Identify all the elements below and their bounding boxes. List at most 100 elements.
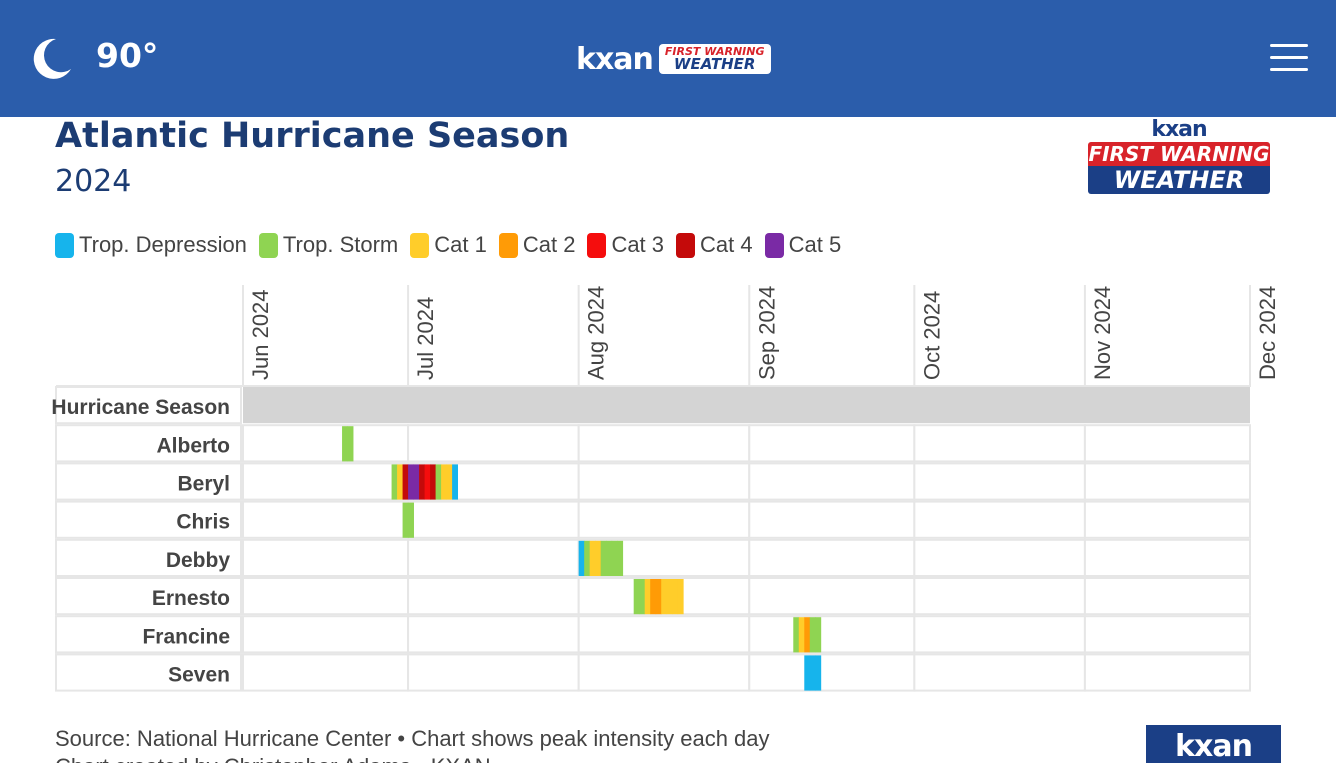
storm-day-segment xyxy=(655,579,662,615)
legend-item: Cat 4 xyxy=(676,232,753,258)
storm-day-segment xyxy=(391,464,398,500)
brand-line-1: FIRST WARNING xyxy=(664,45,765,58)
chart-legend: Trop. Depression Trop. Storm Cat 1 Cat 2 Cat… xyxy=(55,228,853,262)
storm-day-segment xyxy=(578,540,585,576)
logo-line-1: FIRST WARNING xyxy=(1088,142,1270,166)
month-cell xyxy=(242,424,410,463)
footer-logo[interactable]: kxan xyxy=(1146,725,1281,763)
row-label-cell xyxy=(55,386,242,425)
month-cell xyxy=(748,615,916,654)
month-cell xyxy=(1083,500,1252,539)
month-cell xyxy=(242,538,410,577)
month-cell xyxy=(242,500,410,539)
storm-day-segment xyxy=(650,579,657,615)
legend-item: Cat 3 xyxy=(587,232,664,258)
month-cell xyxy=(407,653,580,692)
brand-logo[interactable]: kxan FIRST WARNING WEATHER xyxy=(576,38,771,80)
storm-name-label: Ernesto xyxy=(152,587,230,610)
storm-day-segment xyxy=(672,579,679,615)
month-cell xyxy=(577,615,751,654)
month-cell xyxy=(407,538,580,577)
storm-day-segment xyxy=(452,464,459,500)
storm-day-segment xyxy=(589,540,596,576)
month-cell xyxy=(1083,538,1252,577)
storm-day-segment xyxy=(633,579,640,615)
legend-label: Cat 4 xyxy=(700,232,753,257)
storm-day-segment xyxy=(600,540,607,576)
month-cell xyxy=(1083,424,1252,463)
storm-day-segment xyxy=(408,464,414,500)
storm-day-segment xyxy=(446,464,453,500)
first-warning-weather-logo: kxan FIRST WARNING WEATHER xyxy=(1088,118,1270,196)
month-cell xyxy=(913,462,1086,501)
month-cell xyxy=(748,653,916,692)
month-cell xyxy=(913,500,1086,539)
current-temperature[interactable]: 90° xyxy=(96,36,159,75)
month-cell xyxy=(913,615,1086,654)
row-label-cell xyxy=(55,500,242,539)
legend-label: Trop. Depression xyxy=(79,232,247,257)
legend-item: Trop. Storm xyxy=(258,232,399,258)
storm-day-segment xyxy=(342,426,348,462)
month-cell xyxy=(407,615,580,654)
storm-name-label: Francine xyxy=(142,625,230,648)
month-cell xyxy=(577,653,751,692)
storm-name-label: Chris xyxy=(176,511,230,534)
legend-swatch xyxy=(410,232,430,258)
brand-name: kxan xyxy=(576,41,654,77)
storm-day-segment xyxy=(611,540,618,576)
month-cell xyxy=(748,538,916,577)
moon-icon xyxy=(33,38,71,79)
legend-item: Cat 2 xyxy=(498,232,576,258)
storm-day-segment xyxy=(430,464,436,500)
chart-subtitle: 2024 xyxy=(55,164,132,199)
month-cell xyxy=(748,462,916,501)
month-cell xyxy=(913,538,1086,577)
month-cell xyxy=(1083,653,1252,692)
x-tick-label: Jun 2024 xyxy=(248,289,273,380)
row-label-cell xyxy=(55,615,242,654)
storm-day-segment xyxy=(584,540,591,576)
storm-day-segment xyxy=(677,579,684,615)
x-tick-label: Oct 2024 xyxy=(919,291,944,380)
credit-note: Chart created by Christopher Adams • KXA… xyxy=(55,754,491,763)
month-cell xyxy=(407,500,580,539)
storm-name-label: Seven xyxy=(168,664,230,687)
brand-badge: FIRST WARNING WEATHER xyxy=(658,44,771,74)
legend-label: Cat 2 xyxy=(522,232,576,257)
brand-line-2: WEATHER xyxy=(673,55,756,73)
legend-label: Cat 3 xyxy=(611,232,665,257)
month-cell xyxy=(1083,462,1252,501)
row-label-cell xyxy=(55,577,242,616)
hamburger-menu-icon[interactable] xyxy=(1270,44,1312,74)
storm-day-segment xyxy=(644,579,651,615)
source-note: Source: National Hurricane Center • Char… xyxy=(55,726,770,751)
legend-swatch xyxy=(676,232,696,258)
storm-name-label: Alberto xyxy=(157,434,231,457)
month-cell xyxy=(242,615,410,654)
storm-day-segment xyxy=(441,464,448,500)
storm-day-segment xyxy=(793,617,800,653)
legend-swatch xyxy=(764,232,784,258)
storm-name-label: Debby xyxy=(166,549,231,572)
month-cell xyxy=(407,424,580,463)
storm-day-segment xyxy=(435,464,442,500)
storm-day-segment xyxy=(595,540,602,576)
storm-day-segment xyxy=(639,579,646,615)
month-cell xyxy=(242,462,410,501)
storm-day-segment xyxy=(666,579,673,615)
legend-label: Trop. Storm xyxy=(282,232,399,257)
month-cell xyxy=(913,653,1086,692)
row-label-cell xyxy=(55,538,242,577)
x-tick-label: Dec 2024 xyxy=(1255,286,1280,380)
season-bar xyxy=(243,387,1250,424)
storm-day-segment xyxy=(347,426,354,462)
x-tick-label: Sep 2024 xyxy=(754,286,779,380)
month-cell xyxy=(1083,615,1252,654)
storm-day-segment xyxy=(424,464,431,500)
season-row-label: Hurricane Season xyxy=(51,396,230,419)
logo-line-2: WEATHER xyxy=(1088,166,1270,194)
month-cell xyxy=(577,424,751,463)
legend-swatch xyxy=(587,232,607,258)
legend-item: Trop. Depression xyxy=(55,232,247,258)
